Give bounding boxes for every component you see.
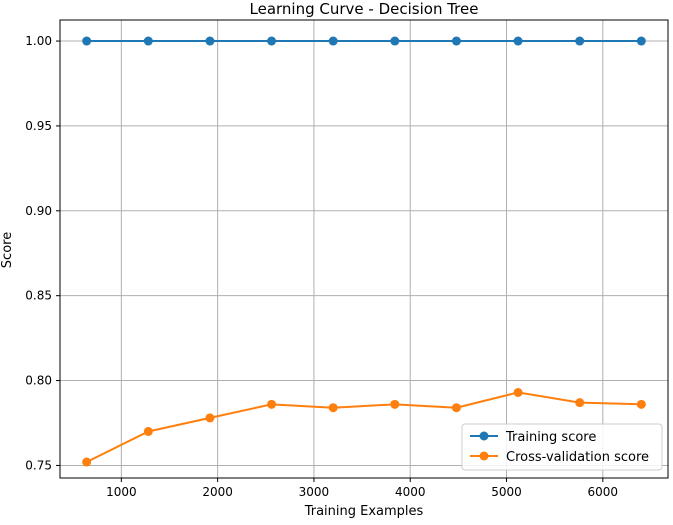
- x-tick-label: 2000: [202, 485, 233, 499]
- legend-marker-training: [479, 431, 489, 441]
- legend-marker-cross-validation: [479, 451, 489, 461]
- y-tick-label: 0.80: [25, 374, 52, 388]
- data-point-series-0: [390, 36, 400, 46]
- data-point-series-1: [451, 403, 461, 413]
- data-point-series-0: [267, 36, 277, 46]
- data-point-series-1: [328, 403, 338, 413]
- x-tick-label: 1000: [106, 485, 137, 499]
- data-point-series-1: [267, 399, 277, 409]
- data-point-series-1: [575, 398, 585, 408]
- y-axis-label: Score: [0, 232, 15, 268]
- y-tick-label: 0.95: [25, 119, 52, 133]
- grid: [60, 20, 668, 478]
- data-point-series-0: [143, 36, 153, 46]
- legend-item-cross-validation: Cross-validation score: [470, 450, 649, 465]
- x-axis-label: Training Examples: [304, 504, 424, 519]
- x-axis-ticks: 1000 2000 3000 4000 5000 6000: [106, 478, 618, 499]
- data-point-series-0: [575, 36, 585, 46]
- data-point-series-1: [636, 399, 646, 409]
- x-tick-label: 4000: [395, 485, 426, 499]
- y-tick-label: 1.00: [25, 34, 52, 48]
- legend: Training score Cross-validation score: [461, 423, 663, 471]
- y-tick-label: 0.90: [25, 204, 52, 218]
- legend-item-training: Training score: [470, 430, 596, 445]
- data-point-series-0: [513, 36, 523, 46]
- data-point-series-1: [205, 413, 215, 423]
- chart-title: Learning Curve - Decision Tree: [250, 0, 479, 18]
- data-point-series-0: [636, 36, 646, 46]
- x-tick-label: 5000: [491, 485, 522, 499]
- data-point-series-1: [390, 399, 400, 409]
- data-point-series-0: [451, 36, 461, 46]
- y-tick-label: 0.85: [25, 289, 52, 303]
- data-point-series-1: [513, 387, 523, 397]
- data-point-series-0: [82, 36, 92, 46]
- series-line-1: [86, 391, 642, 463]
- x-tick-label: 3000: [299, 485, 330, 499]
- axes-frame: [59, 19, 669, 479]
- legend-label-training: Training score: [505, 430, 596, 445]
- y-axis-ticks: 0.75 0.80 0.85 0.90 0.95 1.00: [25, 34, 60, 472]
- data-point-series-1: [82, 457, 92, 467]
- x-tick-label: 6000: [588, 485, 619, 499]
- data-point-series-1: [143, 426, 153, 436]
- data-point-series-0: [205, 36, 215, 46]
- legend-box: [461, 423, 663, 471]
- series: [82, 36, 646, 467]
- data-point-series-0: [328, 36, 338, 46]
- y-tick-label: 0.75: [25, 458, 52, 472]
- legend-label-cross-validation: Cross-validation score: [506, 450, 649, 465]
